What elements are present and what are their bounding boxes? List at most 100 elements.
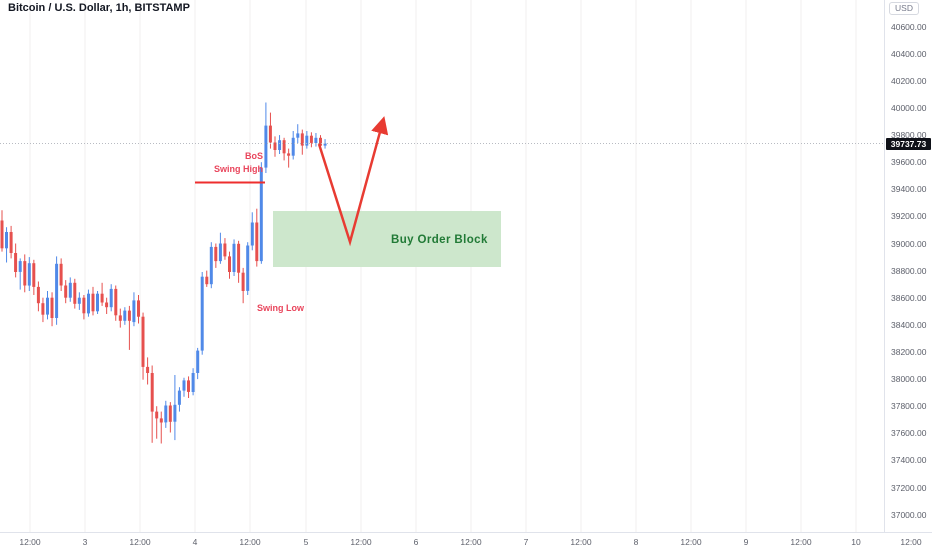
- candle: [300, 129, 304, 155]
- candle: [87, 289, 90, 317]
- time-axis-label: 12:00: [129, 537, 151, 547]
- candle: [77, 292, 81, 310]
- price-axis-label: 37000.00: [891, 509, 927, 520]
- price-axis-label: 39200.00: [891, 211, 927, 222]
- candle: [209, 242, 213, 289]
- price-axis-label: 39800.00: [891, 130, 927, 141]
- time-axis-label: 3: [82, 537, 88, 547]
- candle: [241, 267, 245, 304]
- candle: [250, 212, 254, 251]
- chart-pane[interactable]: Bitcoin / U.S. Dollar, 1h, BITSTAMP BoS …: [0, 0, 884, 532]
- candle: [205, 270, 209, 287]
- candle: [46, 291, 49, 320]
- swing-low-label[interactable]: Swing Low: [257, 303, 304, 313]
- price-axis-label: 38400.00: [891, 319, 927, 330]
- candle: [228, 251, 231, 279]
- candle: [155, 406, 159, 439]
- candle: [114, 285, 118, 321]
- candle: [200, 272, 204, 355]
- price-axis-label: 39600.00: [891, 157, 927, 168]
- candle: [32, 259, 36, 295]
- candle: [73, 278, 77, 309]
- candle: [64, 280, 68, 304]
- price-axis-label: 40600.00: [891, 21, 927, 32]
- candle: [273, 136, 277, 157]
- time-axis[interactable]: 12:00 3 12:00 4 12:00 5 12:00 6 12:00 7 12:00 8 12:0…: [0, 532, 932, 550]
- candle: [296, 124, 300, 144]
- candle: [232, 239, 236, 276]
- candle: [91, 286, 95, 316]
- candle: [177, 387, 181, 412]
- price-axis-label: 40000.00: [891, 102, 927, 113]
- candle: [18, 258, 22, 290]
- candle: [36, 281, 40, 312]
- time-axis-label: 12:00: [19, 537, 41, 547]
- candle: [68, 277, 72, 302]
- buy-order-block-zone[interactable]: [273, 211, 501, 267]
- candle: [314, 133, 318, 147]
- price-axis-label: 39000.00: [891, 238, 927, 249]
- candle: [127, 305, 131, 350]
- price-axis[interactable]: USD 39737.73 40600.00 40400.00 40200.00 400…: [884, 0, 932, 532]
- price-axis-label: 37800.00: [891, 401, 927, 412]
- candle: [246, 242, 250, 295]
- price-axis-label: 38800.00: [891, 265, 927, 276]
- candle: [55, 256, 59, 325]
- time-axis-label: 12:00: [790, 537, 812, 547]
- candle: [268, 112, 272, 149]
- candle: [223, 238, 227, 260]
- candle: [214, 243, 218, 268]
- projection-arrow[interactable]: [317, 116, 389, 247]
- price-axis-label: 40400.00: [891, 48, 927, 59]
- price-axis-label: 37400.00: [891, 455, 927, 466]
- last-price-tag: 39737.73: [886, 137, 931, 150]
- price-axis-label: 38000.00: [891, 374, 927, 385]
- candle: [187, 376, 190, 398]
- time-axis-label: 6: [413, 537, 419, 547]
- candle: [9, 225, 13, 259]
- bos-label[interactable]: BoS: [245, 151, 263, 161]
- candle: [82, 295, 86, 320]
- time-axis-label: 7: [523, 537, 529, 547]
- candle: [14, 243, 18, 278]
- price-axis-label: 37200.00: [891, 482, 927, 493]
- candle: [182, 377, 186, 397]
- price-axis-label: 40200.00: [891, 75, 927, 86]
- time-axis-label: 9: [743, 537, 749, 547]
- candle: [141, 312, 145, 380]
- candle: [255, 208, 259, 267]
- candle: [173, 375, 177, 441]
- price-axis-label: 39400.00: [891, 184, 927, 195]
- buy-order-block-label[interactable]: Buy Order Block: [391, 234, 488, 246]
- symbol-title[interactable]: Bitcoin / U.S. Dollar, 1h, BITSTAMP: [8, 2, 190, 14]
- candle: [109, 284, 113, 312]
- time-axis-label: 12:00: [570, 537, 592, 547]
- candle: [191, 368, 195, 396]
- time-axis-label: 4: [192, 537, 198, 547]
- candle: [100, 282, 104, 306]
- price-axis-label: 37600.00: [891, 428, 927, 439]
- candle: [118, 308, 122, 328]
- time-axis-label: 10: [851, 537, 861, 547]
- candle: [146, 357, 150, 385]
- price-axis-label: 38600.00: [891, 292, 927, 303]
- time-axis-label: 12:00: [239, 537, 261, 547]
- candle: [309, 132, 313, 148]
- candle: [323, 139, 327, 149]
- candle: [259, 162, 263, 264]
- swing-high-label[interactable]: Swing High: [214, 164, 263, 174]
- candle: [27, 257, 31, 291]
- candle: [282, 137, 286, 161]
- candle: [41, 297, 45, 323]
- candle: [278, 135, 282, 154]
- candlestick-chart: [0, 0, 884, 532]
- currency-badge: USD: [889, 2, 919, 15]
- candle: [218, 232, 222, 264]
- time-axis-label: 12:00: [460, 537, 482, 547]
- time-axis-label: 8: [633, 537, 639, 547]
- candle: [96, 291, 99, 314]
- candle: [50, 292, 54, 327]
- candle: [159, 411, 163, 444]
- time-axis-label: 5: [303, 537, 309, 547]
